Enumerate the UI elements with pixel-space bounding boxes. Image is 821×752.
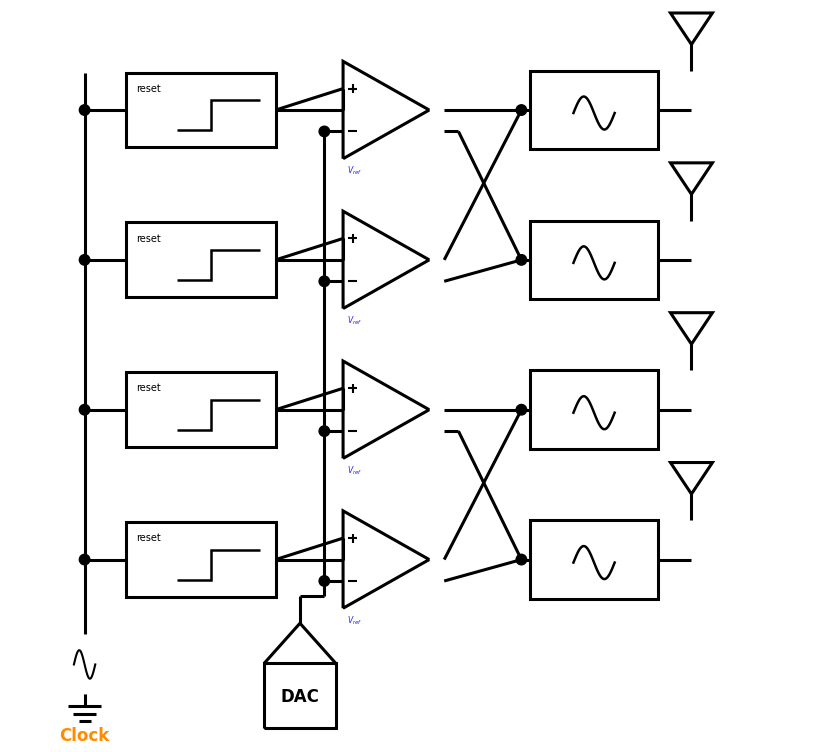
Text: $V_{ref}$: $V_{ref}$ xyxy=(346,314,362,327)
Bar xyxy=(530,371,658,449)
Text: reset: reset xyxy=(136,234,161,244)
Bar xyxy=(530,520,658,599)
Bar xyxy=(530,220,658,299)
Bar xyxy=(126,72,276,147)
Circle shape xyxy=(431,127,440,136)
Circle shape xyxy=(431,555,440,564)
Circle shape xyxy=(56,636,113,693)
Text: reset: reset xyxy=(136,384,161,393)
Text: reset: reset xyxy=(136,533,161,544)
Circle shape xyxy=(80,405,89,415)
Circle shape xyxy=(319,576,329,587)
Circle shape xyxy=(319,276,329,287)
Bar xyxy=(530,71,658,150)
Circle shape xyxy=(431,105,440,114)
Bar xyxy=(126,372,276,447)
Text: DAC: DAC xyxy=(281,688,319,706)
Circle shape xyxy=(80,554,89,565)
Circle shape xyxy=(516,554,526,565)
Circle shape xyxy=(431,256,440,265)
Circle shape xyxy=(80,105,89,115)
Circle shape xyxy=(431,577,440,586)
Text: $V_{ref}$: $V_{ref}$ xyxy=(346,465,362,477)
Bar xyxy=(126,223,276,297)
Circle shape xyxy=(319,126,329,137)
Circle shape xyxy=(516,105,526,115)
Text: reset: reset xyxy=(136,83,161,94)
Bar xyxy=(126,522,276,597)
Circle shape xyxy=(516,255,526,265)
Circle shape xyxy=(80,255,89,265)
Circle shape xyxy=(516,405,526,415)
Text: $V_{ref}$: $V_{ref}$ xyxy=(346,614,362,626)
Text: Clock: Clock xyxy=(59,726,110,744)
Circle shape xyxy=(319,426,329,436)
Circle shape xyxy=(431,277,440,286)
Text: $V_{ref}$: $V_{ref}$ xyxy=(346,165,362,177)
Circle shape xyxy=(431,426,440,435)
Circle shape xyxy=(431,405,440,414)
